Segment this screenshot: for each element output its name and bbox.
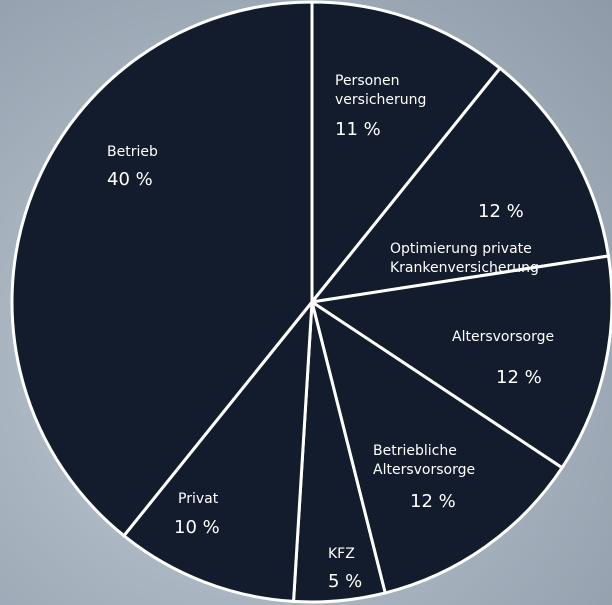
slice-label: Personen versicherung	[335, 72, 426, 110]
value-label: 12 %	[478, 200, 524, 224]
value-label: 12 %	[496, 366, 542, 390]
page: Personen versicherung 11 % Optimierung pri…	[0, 0, 612, 605]
slice-label: Altersvorsorge	[452, 328, 554, 347]
value-label: 11 %	[335, 118, 381, 142]
value-label: 5 %	[328, 570, 362, 594]
slice-label: KFZ	[328, 545, 355, 564]
value-label: 10 %	[174, 516, 220, 540]
slice-label: Optimierung private Krankenversicherung	[390, 240, 539, 278]
value-label: 12 %	[410, 490, 456, 514]
slice-label: Betriebliche Altersvorsorge	[373, 442, 475, 480]
slice-label: Privat	[178, 490, 218, 509]
chart	[0, 0, 612, 605]
value-label: 40 %	[107, 168, 153, 192]
slice-label: Betrieb	[107, 143, 158, 162]
